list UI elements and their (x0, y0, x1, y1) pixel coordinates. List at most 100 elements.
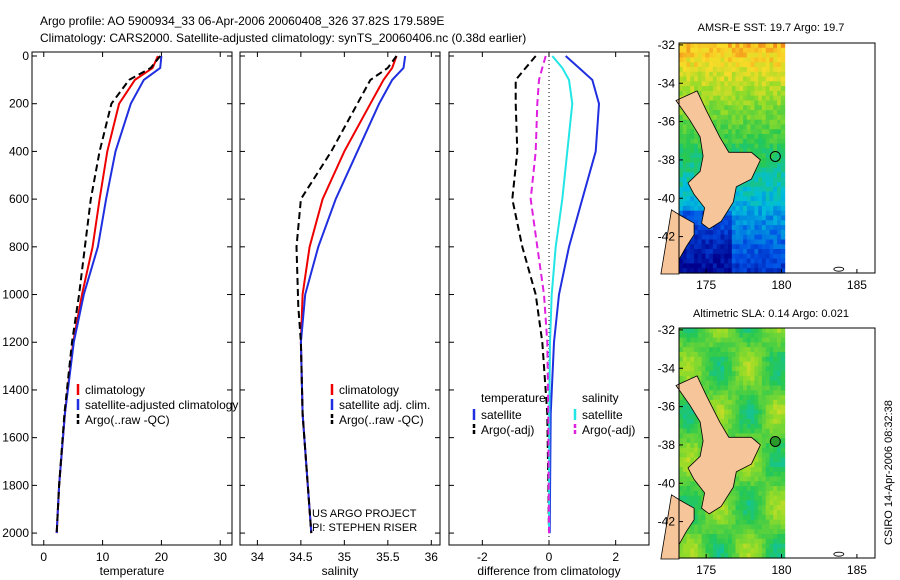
heatmap-cell (735, 495, 740, 502)
heatmap-cell (746, 352, 752, 358)
heatmap-cell (728, 100, 733, 106)
heatmap-cell (769, 158, 774, 164)
heatmap-cell (773, 390, 778, 396)
heatmap-cell (777, 423, 782, 430)
heatmap-cell (697, 548, 703, 554)
heatmap-cell (769, 134, 774, 140)
y-tick-label: -42 (658, 230, 676, 244)
heatmap-cell (694, 143, 699, 149)
heatmap-cell (679, 538, 684, 545)
heatmap-cell (739, 110, 744, 116)
heatmap-cell (780, 162, 786, 169)
heatmap-cell (705, 76, 710, 82)
heatmap-cell (682, 481, 688, 487)
heatmap-cell (735, 414, 740, 420)
heatmap-cell (777, 495, 782, 502)
heatmap-cell (758, 510, 763, 516)
heatmap-cell (705, 90, 710, 97)
heatmap-cell (709, 90, 714, 97)
heatmap-cell (690, 423, 695, 430)
heatmap-cell (705, 105, 710, 111)
heatmap-cell (761, 182, 767, 188)
heatmap-cell (780, 361, 786, 367)
heatmap-cell (716, 543, 722, 549)
heatmap-cell (761, 524, 767, 530)
heatmap-cell (754, 100, 759, 106)
heatmap-cell (754, 220, 759, 226)
heatmap-cell (679, 361, 684, 367)
heatmap-cell (743, 538, 748, 545)
heatmap-cell (697, 500, 703, 506)
heatmap-cell (709, 538, 714, 545)
heatmap-cell (679, 196, 684, 202)
heatmap-cell (750, 268, 755, 274)
heatmap-cell (750, 462, 755, 468)
heatmap-cell (682, 347, 688, 353)
heatmap-cell (754, 47, 759, 54)
heatmap-cell (720, 548, 725, 554)
heatmap-cell (728, 138, 733, 145)
heatmap-cell (712, 258, 718, 264)
heatmap-cell (682, 191, 688, 197)
heatmap-cell (739, 210, 744, 217)
heatmap-cell (728, 268, 733, 274)
heatmap-cell (758, 419, 763, 425)
heatmap-cell (694, 505, 699, 511)
heatmap-cell (743, 529, 748, 535)
heatmap-cell (780, 100, 786, 106)
heatmap-cell (746, 423, 752, 430)
heatmap-cell (777, 95, 782, 102)
heatmap-cell (777, 486, 782, 492)
heatmap-cell (728, 148, 733, 154)
heatmap-cell (780, 129, 786, 135)
heatmap-cell (682, 452, 688, 458)
heatmap-cell (777, 186, 782, 193)
heatmap-cell (694, 342, 699, 348)
heatmap-cell (746, 263, 752, 269)
x-tick-label: 180 (772, 278, 792, 292)
heatmap-cell (701, 57, 706, 63)
heatmap-cell (679, 543, 684, 549)
heatmap-cell (694, 534, 699, 540)
heatmap-cell (765, 347, 771, 353)
heatmap-cell (769, 52, 774, 58)
y-tick-label: -40 (658, 191, 676, 205)
heatmap-cell (679, 409, 684, 415)
heatmap-cell (712, 52, 718, 58)
heatmap-cell (746, 186, 752, 193)
heatmap-cell (728, 495, 733, 502)
heatmap-cell (780, 244, 786, 250)
heatmap-cell (735, 342, 740, 348)
heatmap-cell (735, 263, 740, 269)
heatmap-cell (773, 505, 778, 511)
heatmap-cell (773, 490, 778, 497)
heatmap-cell (750, 114, 755, 121)
heatmap-cell (743, 467, 748, 473)
heatmap-cell (761, 375, 767, 382)
heatmap-cell (694, 423, 699, 430)
y-tick-label: 1200 (2, 335, 29, 349)
heatmap-cell (731, 500, 737, 506)
heatmap-cell (686, 534, 691, 540)
heatmap-cell (694, 86, 699, 92)
heatmap-cell (697, 215, 703, 221)
heatmap-cell (761, 143, 767, 149)
heatmap-cell (773, 462, 778, 468)
heatmap-cell (724, 419, 729, 425)
heatmap-cell (701, 543, 706, 549)
heatmap-cell (750, 433, 755, 439)
heatmap-cell (739, 215, 744, 221)
heatmap-cell (773, 124, 778, 130)
heatmap-cell (712, 538, 718, 545)
heatmap-cell (716, 328, 722, 334)
heatmap-cell (712, 268, 718, 274)
heatmap-cell (697, 47, 703, 54)
heatmap-cell (690, 457, 695, 463)
heatmap-cell (735, 356, 740, 363)
heatmap-cell (690, 352, 695, 358)
heatmap-cell (773, 423, 778, 430)
heatmap-cell (716, 105, 722, 111)
heatmap-cell (724, 138, 729, 145)
heatmap-cell (739, 119, 744, 126)
heatmap-cell (712, 100, 718, 106)
